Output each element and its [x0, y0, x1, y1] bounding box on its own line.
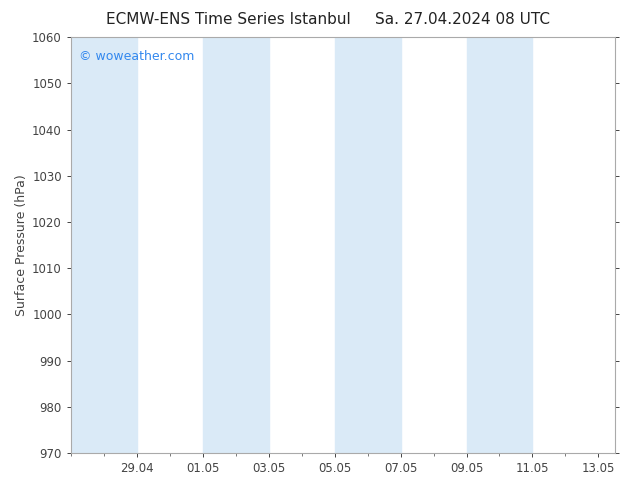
- Bar: [335, 37, 401, 453]
- Text: © woweather.com: © woweather.com: [79, 49, 195, 63]
- Y-axis label: Surface Pressure (hPa): Surface Pressure (hPa): [15, 174, 28, 316]
- Bar: [467, 37, 533, 453]
- Text: ECMW-ENS Time Series Istanbul: ECMW-ENS Time Series Istanbul: [106, 12, 351, 27]
- Text: Sa. 27.04.2024 08 UTC: Sa. 27.04.2024 08 UTC: [375, 12, 550, 27]
- Bar: [71, 37, 137, 453]
- Bar: [203, 37, 269, 453]
